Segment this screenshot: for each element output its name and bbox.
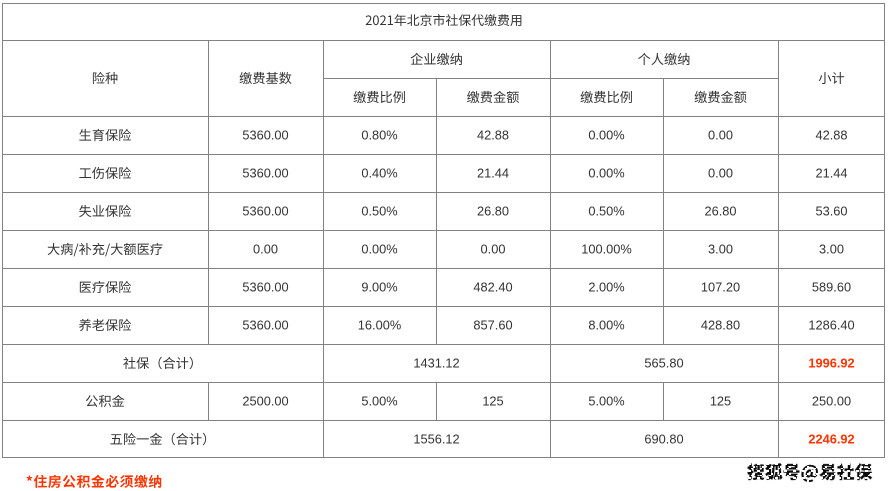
svg-text:0.50%: 0.50% <box>361 203 397 218</box>
svg-text:1996.92: 1996.92 <box>808 355 854 370</box>
svg-text:42.88: 42.88 <box>477 127 509 142</box>
svg-text:0.50%: 0.50% <box>588 203 624 218</box>
svg-text:16.00%: 16.00% <box>358 317 401 332</box>
svg-text:21.44: 21.44 <box>477 165 509 180</box>
svg-text:5360.00: 5360.00 <box>242 203 288 218</box>
svg-text:0.00: 0.00 <box>253 241 278 256</box>
svg-text:690.80: 690.80 <box>644 431 683 446</box>
svg-text:26.80: 26.80 <box>704 203 736 218</box>
svg-text:9.00%: 9.00% <box>361 279 397 294</box>
svg-text:2.00%: 2.00% <box>588 279 624 294</box>
svg-text:5360.00: 5360.00 <box>242 317 288 332</box>
svg-text:0.00: 0.00 <box>481 241 506 256</box>
svg-text:0.00%: 0.00% <box>588 127 624 142</box>
svg-text:26.80: 26.80 <box>477 203 509 218</box>
svg-text:3.00: 3.00 <box>708 241 733 256</box>
svg-text:3.00: 3.00 <box>819 241 844 256</box>
svg-text:482.40: 482.40 <box>473 279 512 294</box>
svg-text:428.80: 428.80 <box>701 317 740 332</box>
svg-text:5.00%: 5.00% <box>588 393 624 408</box>
svg-text:5360.00: 5360.00 <box>242 279 288 294</box>
svg-text:1556.12: 1556.12 <box>413 431 459 446</box>
svg-text:5.00%: 5.00% <box>361 393 397 408</box>
svg-text:1286.40: 1286.40 <box>808 317 854 332</box>
svg-text:2246.92: 2246.92 <box>808 431 854 446</box>
svg-text:250.00: 250.00 <box>812 393 851 408</box>
svg-text:125: 125 <box>482 393 503 408</box>
svg-text:125: 125 <box>710 393 731 408</box>
svg-text:589.60: 589.60 <box>812 279 851 294</box>
svg-text:5360.00: 5360.00 <box>242 127 288 142</box>
svg-text:5360.00: 5360.00 <box>242 165 288 180</box>
svg-text:0.40%: 0.40% <box>361 165 397 180</box>
svg-text:857.60: 857.60 <box>473 317 512 332</box>
svg-text:0.00%: 0.00% <box>588 165 624 180</box>
svg-text:8.00%: 8.00% <box>588 317 624 332</box>
svg-text:0.00: 0.00 <box>708 127 733 142</box>
svg-text:107.20: 107.20 <box>701 279 740 294</box>
svg-text:2500.00: 2500.00 <box>242 393 288 408</box>
svg-text:53.60: 53.60 <box>815 203 847 218</box>
svg-text:1431.12: 1431.12 <box>413 355 459 370</box>
svg-text:0.80%: 0.80% <box>361 127 397 142</box>
svg-text:42.88: 42.88 <box>815 127 847 142</box>
svg-text:21.44: 21.44 <box>815 165 847 180</box>
svg-text:100.00%: 100.00% <box>581 241 632 256</box>
svg-text:0.00: 0.00 <box>708 165 733 180</box>
svg-text:565.80: 565.80 <box>644 355 683 370</box>
svg-text:0.00%: 0.00% <box>361 241 397 256</box>
